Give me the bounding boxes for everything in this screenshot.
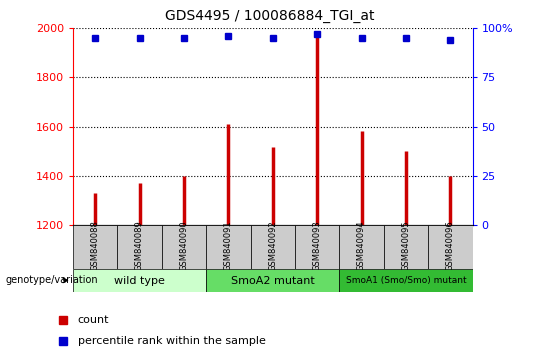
Text: GSM840094: GSM840094	[357, 221, 366, 272]
Text: SmoA2 mutant: SmoA2 mutant	[231, 275, 315, 286]
Bar	[161, 225, 206, 269]
Bar	[206, 225, 251, 269]
Text: GSM840095: GSM840095	[401, 221, 410, 272]
Text: GSM840088: GSM840088	[91, 221, 99, 272]
Text: GSM840091: GSM840091	[224, 221, 233, 272]
Text: GSM840090: GSM840090	[179, 221, 188, 272]
Text: percentile rank within the sample: percentile rank within the sample	[78, 336, 266, 346]
Bar	[73, 269, 206, 292]
Text: GSM840092: GSM840092	[268, 221, 277, 272]
Bar	[295, 225, 339, 269]
Bar	[428, 225, 472, 269]
Text: GSM840089: GSM840089	[135, 221, 144, 272]
Bar	[206, 269, 339, 292]
Bar	[117, 225, 161, 269]
Bar	[251, 225, 295, 269]
Text: GDS4495 / 100086884_TGI_at: GDS4495 / 100086884_TGI_at	[165, 9, 375, 23]
Text: GSM840093: GSM840093	[313, 221, 322, 272]
Text: wild type: wild type	[114, 275, 165, 286]
Bar	[339, 269, 472, 292]
Text: count: count	[78, 315, 109, 325]
Bar	[384, 225, 428, 269]
Text: SmoA1 (Smo/Smo) mutant: SmoA1 (Smo/Smo) mutant	[346, 276, 466, 285]
Bar	[73, 225, 117, 269]
Bar	[339, 225, 384, 269]
Text: GSM840096: GSM840096	[446, 221, 455, 272]
Text: genotype/variation: genotype/variation	[5, 275, 98, 285]
